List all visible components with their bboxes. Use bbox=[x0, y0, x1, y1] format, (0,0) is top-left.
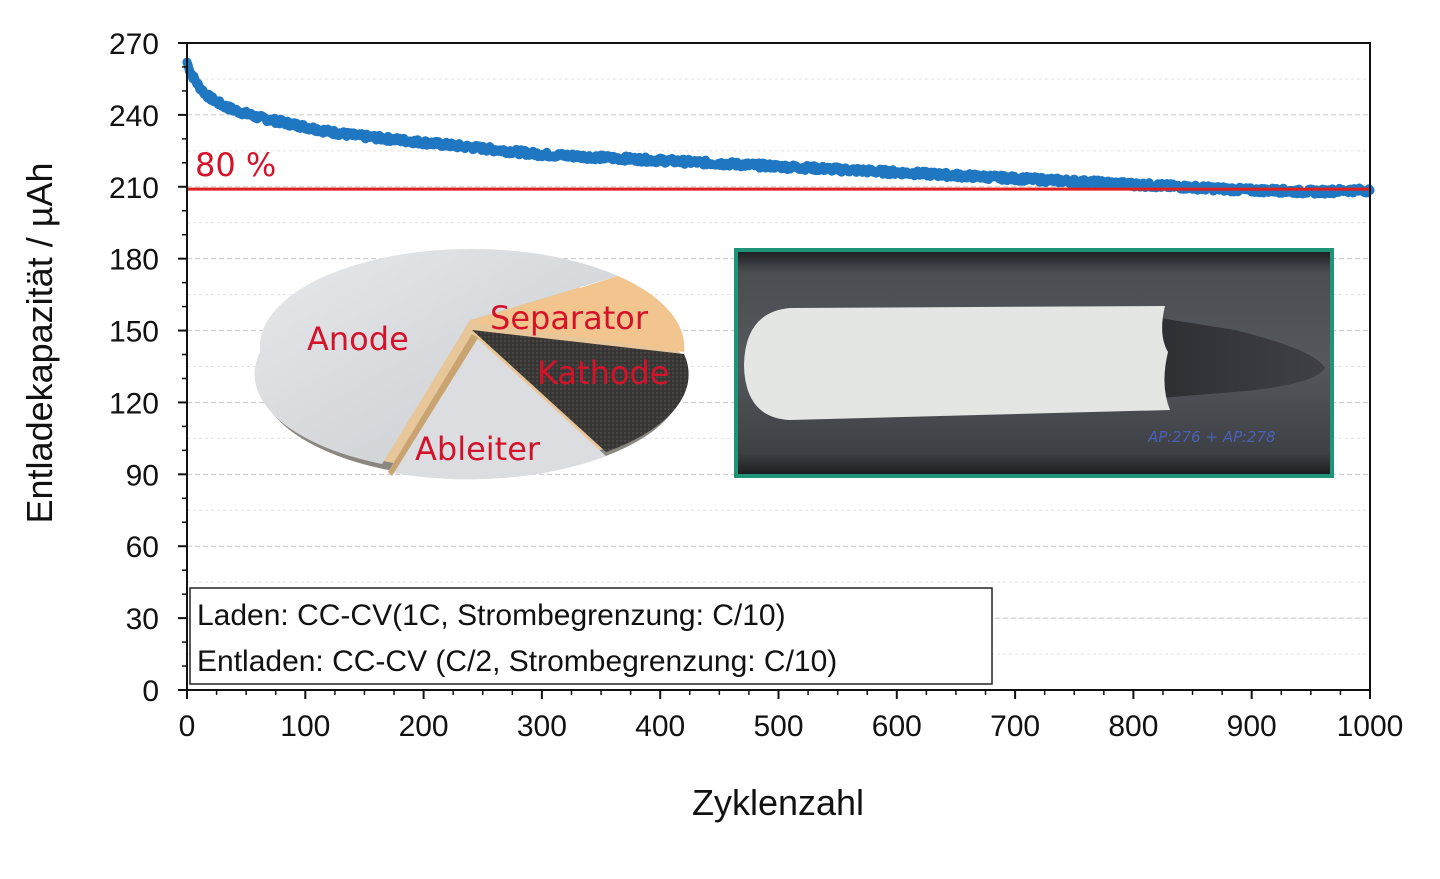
data-point bbox=[608, 153, 618, 163]
data-point bbox=[1105, 178, 1115, 188]
data-point bbox=[265, 115, 275, 125]
data-point bbox=[288, 119, 298, 129]
data-point bbox=[419, 137, 429, 147]
x-tick-label: 800 bbox=[1108, 710, 1158, 743]
y-tick-label: 0 bbox=[142, 675, 159, 708]
data-point bbox=[750, 160, 760, 170]
data-point bbox=[188, 72, 198, 82]
x-tick-label: 200 bbox=[399, 710, 449, 743]
y-tick-label: 90 bbox=[126, 459, 159, 492]
data-point bbox=[561, 151, 571, 161]
data-point bbox=[1034, 175, 1044, 185]
photo-frame bbox=[734, 248, 1334, 478]
y-tick-label: 180 bbox=[109, 244, 159, 277]
data-point bbox=[1081, 177, 1091, 187]
x-tick-label: 100 bbox=[280, 710, 330, 743]
y-axis-title: Entladekapazität / µAh bbox=[19, 163, 60, 524]
y-tick-label: 270 bbox=[109, 28, 159, 61]
handwritten-note: AP:276 + AP:278 bbox=[1147, 428, 1276, 446]
x-tick-label: 300 bbox=[517, 710, 567, 743]
data-point bbox=[703, 158, 713, 168]
x-tick-label: 600 bbox=[872, 710, 922, 743]
data-series-group bbox=[182, 57, 1375, 199]
data-point bbox=[963, 171, 973, 181]
pie-label-ableiter: Ableiter bbox=[415, 430, 541, 468]
x-tick-label: 700 bbox=[990, 710, 1040, 743]
data-point bbox=[892, 167, 902, 177]
pie-slice-ableiter bbox=[388, 334, 606, 480]
legend-line-charge: Laden: CC-CV(1C, Strombegrenzung: C/10) bbox=[197, 599, 786, 632]
reference-line-label: 80 % bbox=[195, 146, 276, 184]
data-point bbox=[655, 155, 665, 165]
data-point bbox=[774, 161, 783, 171]
x-axis-title: Zyklenzahl bbox=[692, 782, 864, 823]
data-point bbox=[939, 170, 949, 180]
data-point bbox=[241, 109, 251, 119]
data-point bbox=[300, 122, 310, 132]
data-point bbox=[490, 145, 500, 155]
data-point bbox=[1057, 176, 1067, 186]
data-point bbox=[1010, 173, 1020, 183]
data-point bbox=[395, 135, 405, 145]
pie-label-kathode: Kathode bbox=[537, 354, 669, 392]
electrode-tab bbox=[1160, 318, 1325, 398]
x-tick-label: 400 bbox=[635, 710, 685, 743]
pie-label-separator: Separator bbox=[490, 299, 649, 337]
data-point bbox=[868, 166, 878, 176]
x-tick-label: 900 bbox=[1227, 710, 1277, 743]
y-tick-label: 30 bbox=[126, 603, 159, 636]
data-point bbox=[229, 105, 239, 115]
y-tick-label: 210 bbox=[109, 172, 159, 205]
data-point bbox=[348, 130, 358, 140]
data-point bbox=[206, 93, 216, 103]
data-point bbox=[466, 142, 476, 152]
data-point bbox=[1128, 179, 1138, 189]
data-point bbox=[217, 100, 227, 110]
inset-pie: Anode Separator Kathode Ableiter bbox=[254, 248, 689, 480]
data-point bbox=[632, 154, 642, 164]
y-tick-label: 240 bbox=[109, 100, 159, 133]
x-tick-label: 0 bbox=[179, 710, 196, 743]
y-tick-label: 60 bbox=[126, 531, 159, 564]
data-point bbox=[844, 165, 854, 175]
data-point bbox=[371, 133, 381, 143]
data-point bbox=[915, 169, 925, 179]
data-series-trace bbox=[182, 57, 1375, 199]
data-point bbox=[194, 81, 204, 91]
data-point bbox=[797, 163, 807, 173]
y-tick-label: 150 bbox=[109, 316, 159, 349]
data-point bbox=[726, 159, 736, 169]
data-point bbox=[986, 172, 996, 182]
data-point bbox=[253, 112, 263, 122]
data-point bbox=[584, 152, 594, 162]
data-point bbox=[821, 164, 831, 174]
legend-box: Laden: CC-CV(1C, Strombegrenzung: C/10) … bbox=[189, 587, 993, 685]
y-tick-label: 120 bbox=[109, 387, 159, 420]
data-point bbox=[324, 127, 334, 137]
data-point bbox=[537, 149, 547, 159]
pie-slice-separator bbox=[472, 276, 685, 352]
data-point bbox=[513, 147, 523, 157]
data-point bbox=[277, 117, 287, 127]
axes: 0 100 200 300 400 500 600 700 800 900 1000 0 30 60 90 1… bbox=[109, 28, 1403, 743]
x-tick-label: 1000 bbox=[1337, 710, 1404, 743]
legend-line-discharge: Entladen: CC-CV (C/2, Strombegrenzung: C… bbox=[197, 645, 837, 678]
electrode-coating bbox=[744, 306, 1170, 420]
pie-slice-kathode bbox=[472, 330, 689, 452]
inset-photo: AP:276 + AP:278 bbox=[734, 248, 1334, 478]
x-tick-label: 500 bbox=[753, 710, 803, 743]
pie-slice-anode bbox=[254, 248, 618, 464]
pie-label-anode: Anode bbox=[307, 320, 409, 358]
data-point bbox=[679, 157, 689, 167]
data-point bbox=[442, 140, 452, 150]
